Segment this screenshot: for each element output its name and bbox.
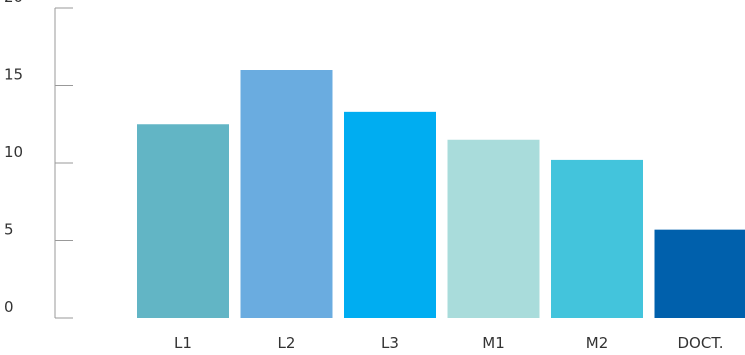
x-tick-label: DOCT. [678, 334, 724, 352]
x-tick-label: L1 [174, 334, 192, 352]
x-tick-label: M1 [482, 334, 505, 352]
bar-m2 [551, 159, 643, 318]
bar-doct [654, 229, 745, 318]
y-tick-label: 15 [4, 66, 23, 84]
bar-l1 [137, 124, 229, 318]
bars [137, 70, 745, 318]
y-tick-label: 10 [4, 143, 23, 161]
bar-m1 [447, 139, 540, 318]
x-tick-label: L3 [381, 334, 399, 352]
x-tick-label: M2 [586, 334, 609, 352]
y-tick-label: 20 [4, 0, 23, 6]
bar-l3 [344, 111, 436, 318]
x-axis-labels: L1 L2 L3 M1 M2 DOCT. [174, 334, 723, 352]
bar-l2 [240, 70, 333, 318]
y-tick-label: 5 [4, 221, 14, 239]
y-tick-label: 0 [4, 298, 14, 316]
x-tick-label: L2 [278, 334, 296, 352]
y-axis: 0 5 10 15 20 [4, 0, 73, 319]
